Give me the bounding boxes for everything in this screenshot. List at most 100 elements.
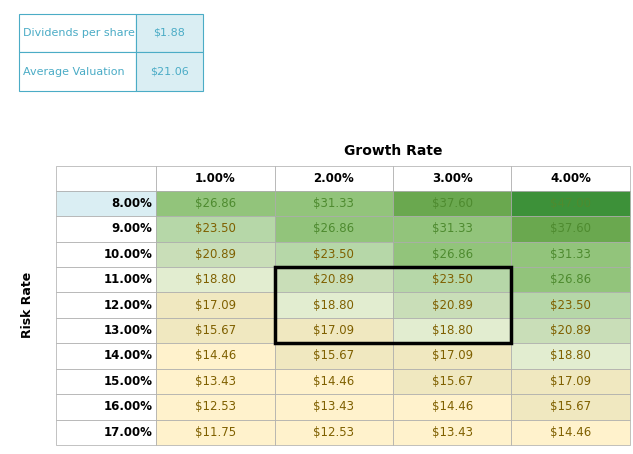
FancyBboxPatch shape [393,318,511,343]
FancyBboxPatch shape [56,394,156,419]
Text: $15.67: $15.67 [550,400,591,413]
FancyBboxPatch shape [156,166,275,191]
Text: $20.89: $20.89 [550,324,591,337]
FancyBboxPatch shape [156,292,275,318]
Text: $31.33: $31.33 [313,197,354,210]
FancyBboxPatch shape [393,166,511,191]
Text: 8.00%: 8.00% [111,197,153,210]
Text: $13.43: $13.43 [432,426,473,439]
FancyBboxPatch shape [56,242,156,267]
FancyBboxPatch shape [275,369,393,394]
Text: $14.46: $14.46 [550,426,591,439]
Text: 12.00%: 12.00% [104,299,153,312]
Text: $20.89: $20.89 [195,248,236,261]
Text: 14.00%: 14.00% [103,350,153,362]
Text: $23.50: $23.50 [195,222,236,236]
FancyBboxPatch shape [156,343,275,369]
FancyBboxPatch shape [275,343,393,369]
Text: 2.00%: 2.00% [313,172,354,185]
FancyBboxPatch shape [275,166,393,191]
FancyBboxPatch shape [136,14,203,52]
FancyBboxPatch shape [393,369,511,394]
FancyBboxPatch shape [511,191,630,216]
FancyBboxPatch shape [56,369,156,394]
Text: $26.86: $26.86 [195,197,236,210]
Text: Average Valuation: Average Valuation [23,66,125,77]
Text: $13.43: $13.43 [195,375,236,388]
FancyBboxPatch shape [275,191,393,216]
FancyBboxPatch shape [156,394,275,419]
FancyBboxPatch shape [511,242,630,267]
Text: $23.50: $23.50 [432,273,473,286]
FancyBboxPatch shape [511,166,630,191]
Text: $31.33: $31.33 [550,248,591,261]
Text: 1.00%: 1.00% [195,172,235,185]
Text: $26.86: $26.86 [550,273,591,286]
FancyBboxPatch shape [275,292,393,318]
Text: $14.46: $14.46 [432,400,473,413]
Text: $12.53: $12.53 [195,400,236,413]
Text: $26.86: $26.86 [313,222,354,236]
FancyBboxPatch shape [56,318,156,343]
FancyBboxPatch shape [56,191,156,216]
Text: 13.00%: 13.00% [104,324,153,337]
FancyBboxPatch shape [393,292,511,318]
Text: $17.09: $17.09 [313,324,354,337]
FancyBboxPatch shape [156,191,275,216]
Text: 10.00%: 10.00% [104,248,153,261]
FancyBboxPatch shape [56,292,156,318]
FancyBboxPatch shape [156,419,275,445]
Text: 11.00%: 11.00% [104,273,153,286]
FancyBboxPatch shape [393,394,511,419]
FancyBboxPatch shape [511,419,630,445]
FancyBboxPatch shape [275,419,393,445]
Text: $18.80: $18.80 [550,350,591,362]
FancyBboxPatch shape [19,14,136,52]
FancyBboxPatch shape [156,267,275,292]
Text: 3.00%: 3.00% [432,172,473,185]
Text: $12.53: $12.53 [313,426,354,439]
Text: $14.46: $14.46 [195,350,236,362]
FancyBboxPatch shape [393,419,511,445]
FancyBboxPatch shape [511,216,630,242]
Text: $1.88: $1.88 [153,28,185,38]
FancyBboxPatch shape [136,52,203,91]
FancyBboxPatch shape [275,394,393,419]
FancyBboxPatch shape [393,267,511,292]
Text: 15.00%: 15.00% [103,375,153,388]
FancyBboxPatch shape [511,267,630,292]
Text: $31.33: $31.33 [432,222,473,236]
Text: $17.09: $17.09 [550,375,591,388]
Text: $47.00: $47.00 [550,197,591,210]
FancyBboxPatch shape [393,216,511,242]
Text: 4.00%: 4.00% [550,172,591,185]
Text: $18.80: $18.80 [432,324,473,337]
FancyBboxPatch shape [393,343,511,369]
Text: $20.89: $20.89 [313,273,354,286]
Text: Dividends per share: Dividends per share [23,28,135,38]
Text: 17.00%: 17.00% [104,426,153,439]
FancyBboxPatch shape [511,343,630,369]
FancyBboxPatch shape [156,242,275,267]
Text: $18.80: $18.80 [313,299,354,312]
FancyBboxPatch shape [511,292,630,318]
FancyBboxPatch shape [275,242,393,267]
Text: Growth Rate: Growth Rate [344,144,442,158]
FancyBboxPatch shape [56,216,156,242]
FancyBboxPatch shape [56,419,156,445]
Text: $15.67: $15.67 [432,375,473,388]
Text: $37.60: $37.60 [432,197,473,210]
Text: $20.89: $20.89 [432,299,473,312]
FancyBboxPatch shape [511,394,630,419]
FancyBboxPatch shape [393,191,511,216]
Text: 16.00%: 16.00% [103,400,153,413]
Text: $17.09: $17.09 [432,350,473,362]
FancyBboxPatch shape [56,343,156,369]
Text: $21.06: $21.06 [150,66,189,77]
FancyBboxPatch shape [156,318,275,343]
FancyBboxPatch shape [156,369,275,394]
Text: $14.46: $14.46 [313,375,354,388]
Text: Risk Rate: Risk Rate [21,272,34,338]
Text: $23.50: $23.50 [550,299,591,312]
FancyBboxPatch shape [275,216,393,242]
